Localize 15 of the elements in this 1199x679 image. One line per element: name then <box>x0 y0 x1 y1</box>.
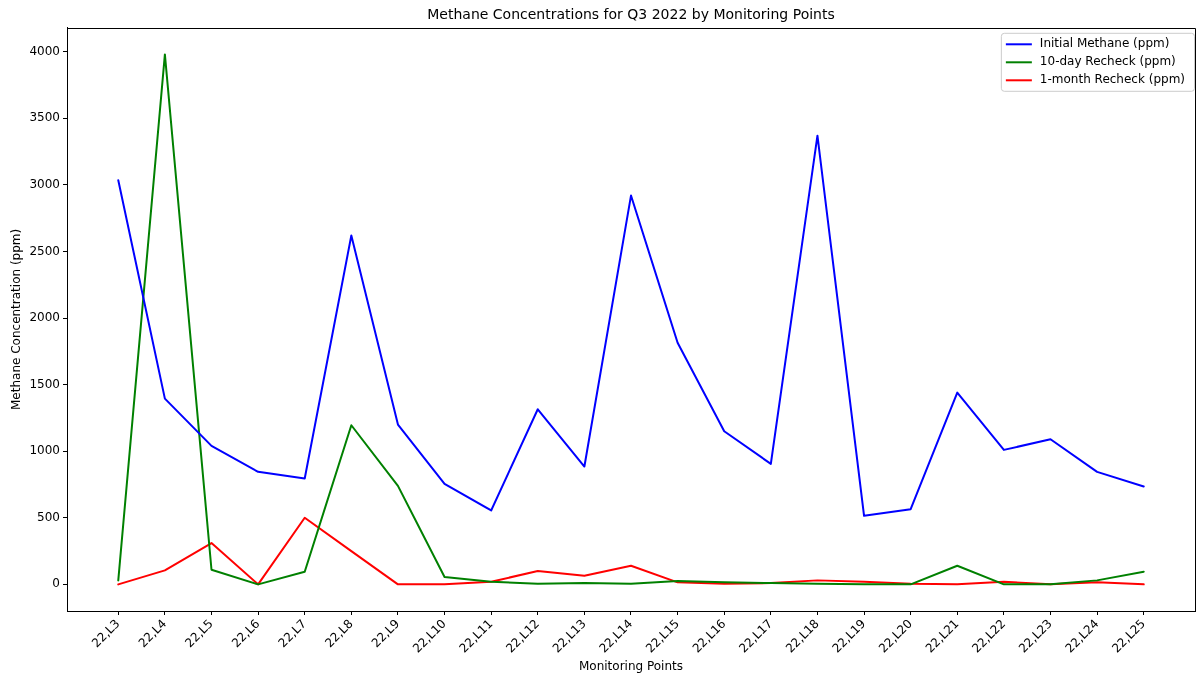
y-tick-label: 1000 <box>29 443 60 458</box>
legend-label: 10-day Recheck (ppm) <box>1039 54 1176 69</box>
y-tick-label: 2000 <box>29 310 60 325</box>
y-axis-title: Methane Concentration (ppm) <box>9 228 24 410</box>
legend-label: Initial Methane (ppm) <box>1039 36 1170 51</box>
y-tick-label: 1500 <box>29 376 60 391</box>
legend-label: 1-month Recheck (ppm) <box>1039 72 1186 87</box>
x-axis-title: Monitoring Points <box>578 658 684 673</box>
y-tick-label: 3000 <box>29 177 60 192</box>
y-tick-label: 3500 <box>29 110 60 125</box>
y-tick-label: 2500 <box>29 243 60 258</box>
y-tick-label: 500 <box>37 509 60 524</box>
chart-title: Methane Concentrations for Q3 2022 by Monitoring Points <box>427 6 835 23</box>
y-tick-label: 0 <box>52 576 60 591</box>
y-tick-label: 4000 <box>29 43 60 58</box>
